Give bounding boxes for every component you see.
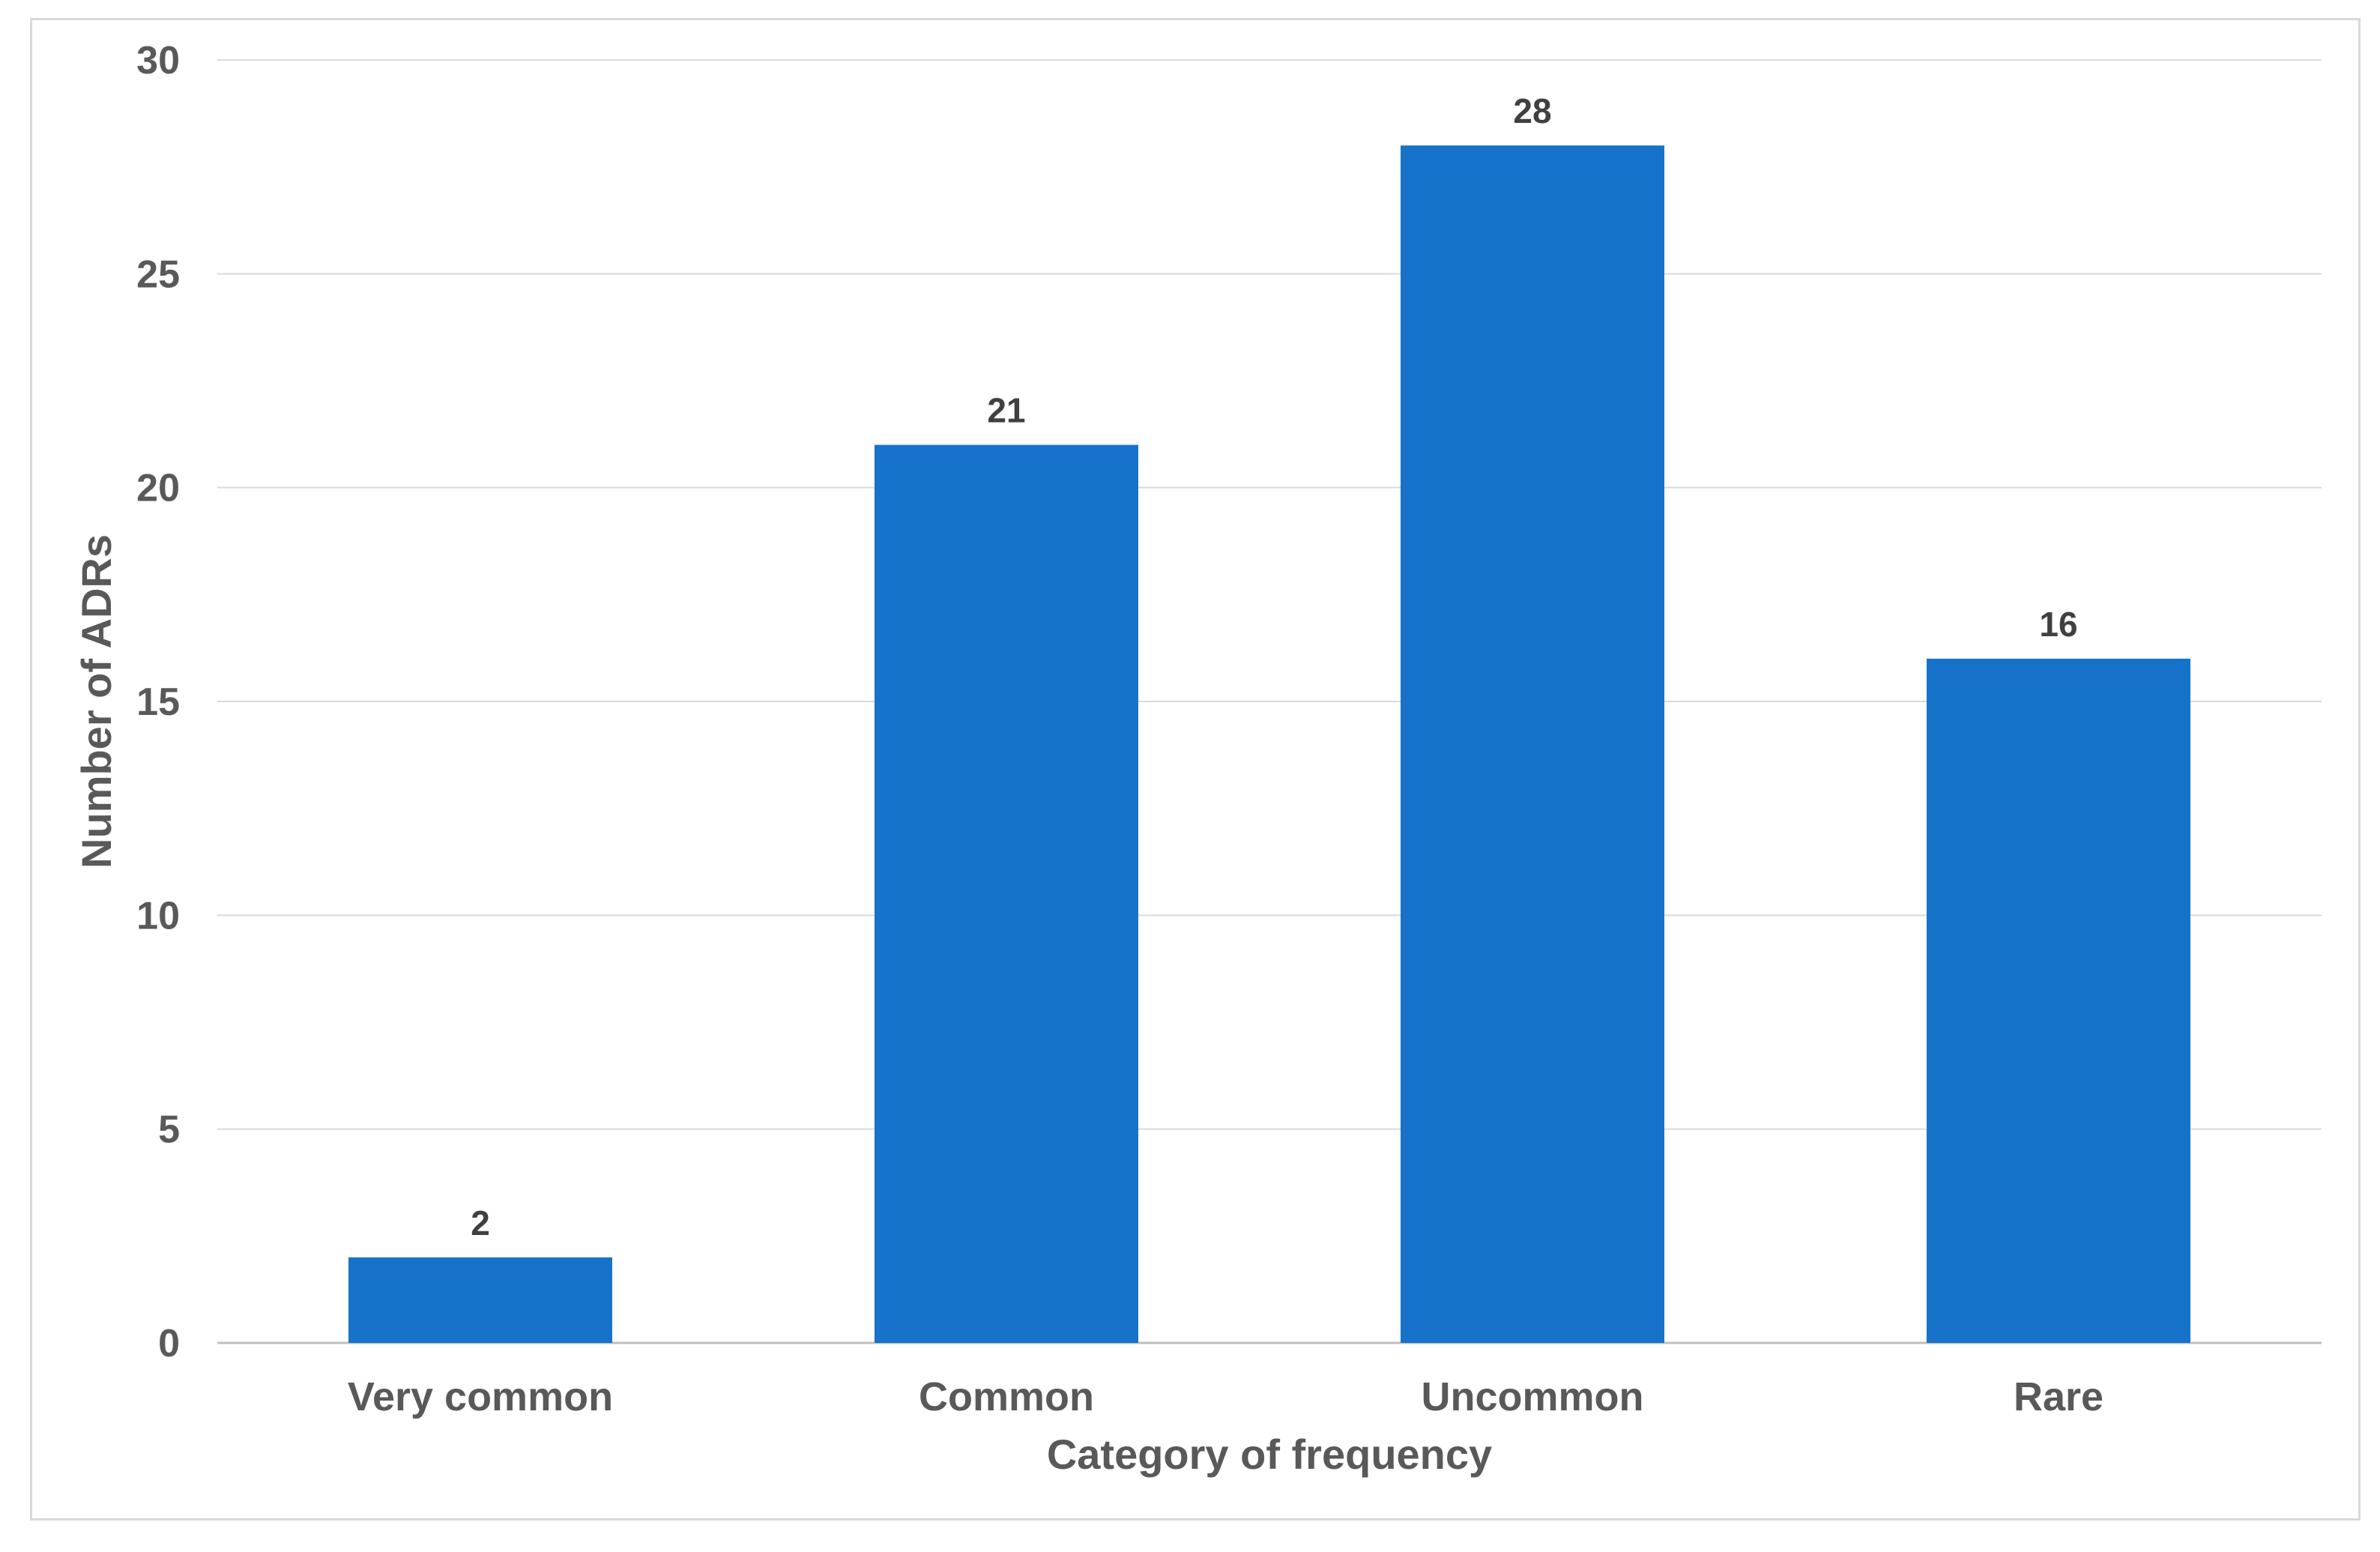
bar-very-common: [348, 1257, 612, 1343]
x-category-label: Rare: [2014, 1374, 2103, 1419]
x-axis-title: Category of frequency: [1047, 1431, 1492, 1478]
y-tick-label: 25: [136, 253, 180, 296]
y-tick-label: 5: [158, 1108, 180, 1152]
data-label: 28: [1513, 91, 1551, 130]
y-tick-label: 20: [136, 467, 180, 510]
y-tick-label: 30: [136, 39, 180, 82]
bar-uncommon: [1401, 145, 1664, 1344]
x-category-label: Uncommon: [1422, 1374, 1644, 1419]
y-axis-ticks: 0 5 10 15 20 25 30: [136, 39, 180, 1365]
data-label: 2: [471, 1204, 490, 1242]
bar-rare: [1927, 658, 2190, 1343]
x-axis-categories: Very common Common Uncommon Rare: [348, 1374, 2103, 1419]
x-category-label: Very common: [348, 1374, 613, 1419]
x-category-label: Common: [919, 1374, 1094, 1419]
data-label: 21: [987, 391, 1025, 430]
bars: [348, 145, 2190, 1344]
data-labels: 2 21 28 16: [471, 91, 2077, 1242]
bar-common: [875, 444, 1138, 1343]
y-tick-label: 15: [136, 680, 180, 724]
y-tick-label: 10: [136, 894, 180, 937]
y-tick-label: 0: [158, 1322, 180, 1365]
y-axis-title: Number of ADRs: [73, 534, 120, 869]
data-label: 16: [2039, 605, 2077, 644]
